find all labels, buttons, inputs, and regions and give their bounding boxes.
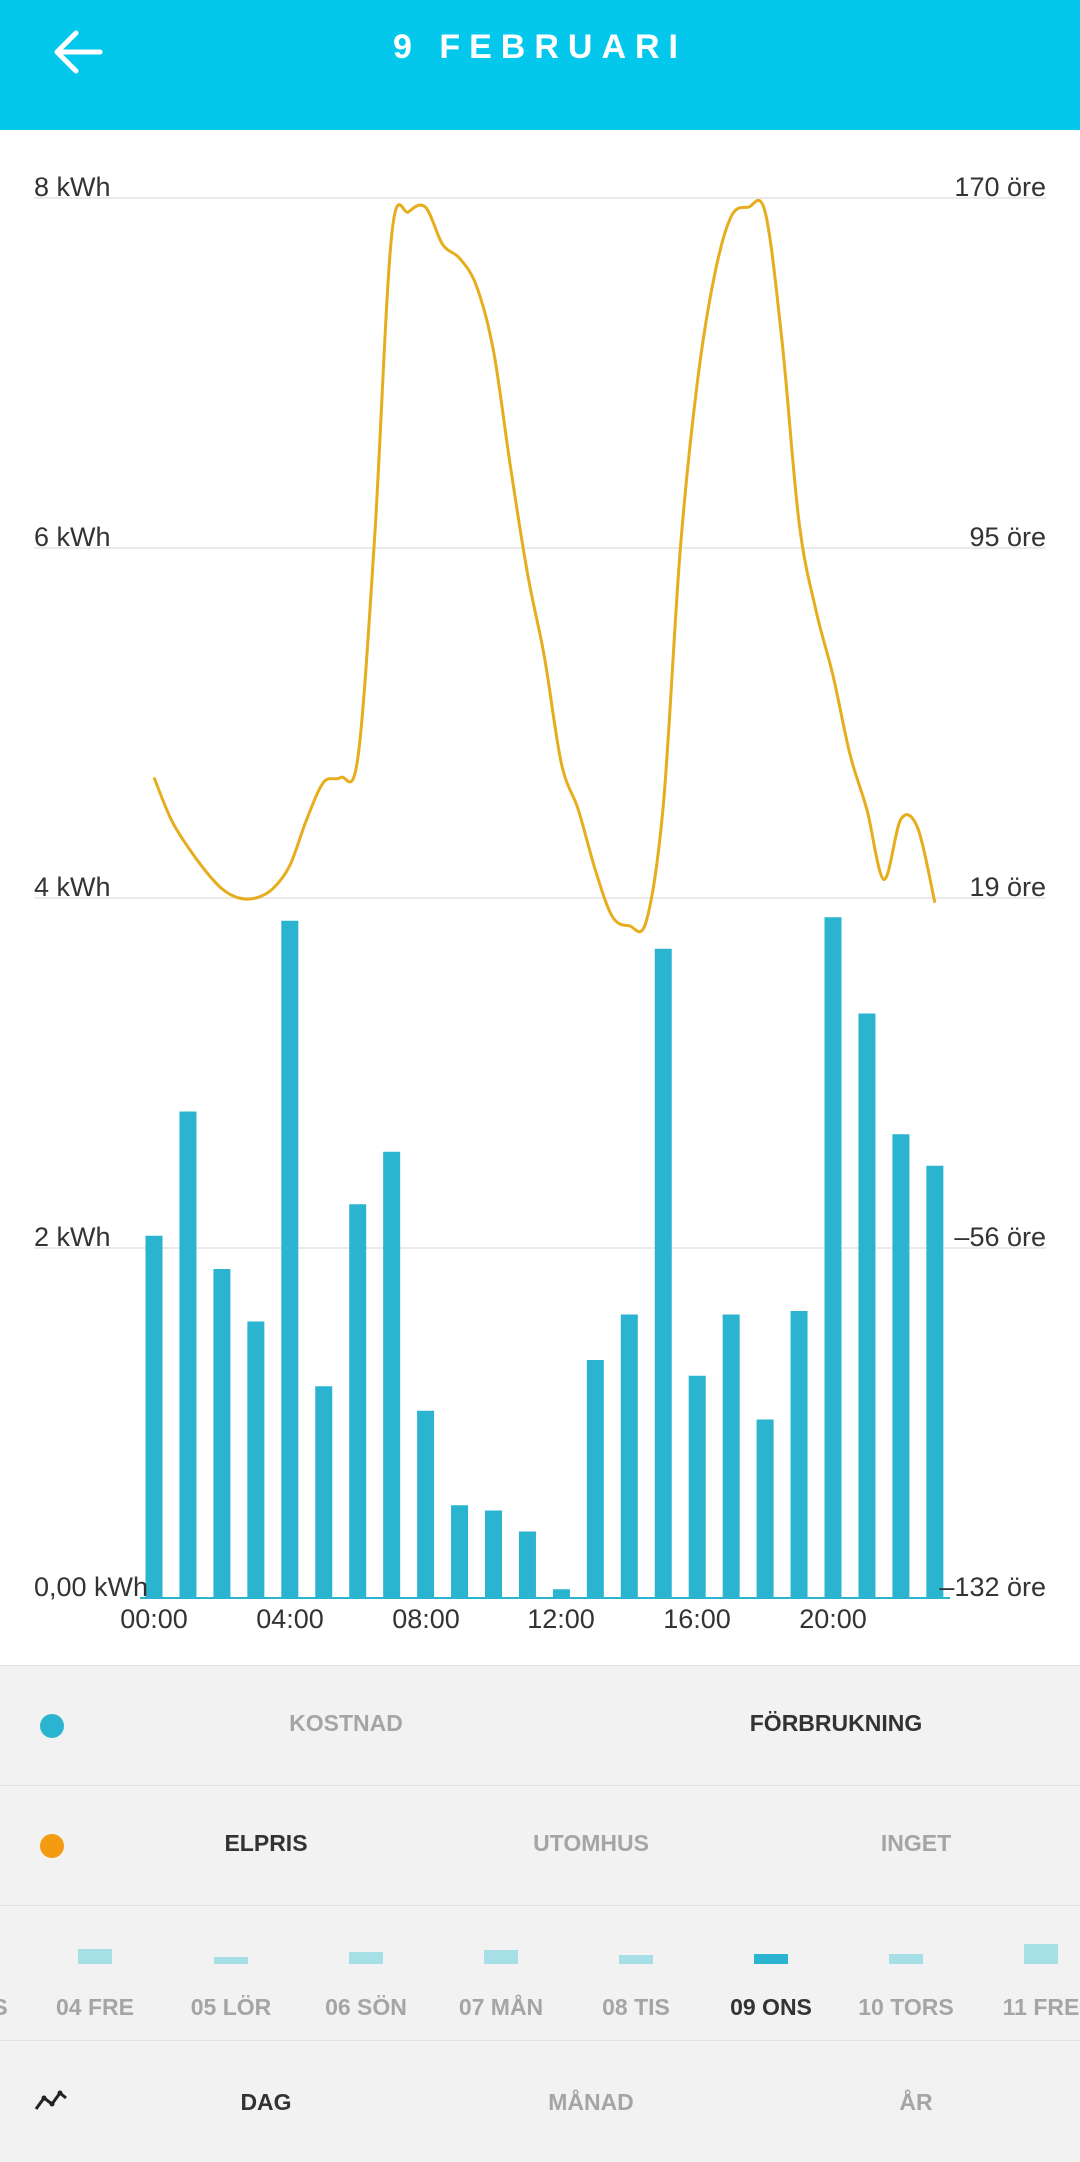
- date-label: 10 TORS: [858, 1994, 954, 2020]
- right-axis-label: –56 öre: [954, 1222, 1046, 1252]
- consumption-bar[interactable]: [145, 1235, 163, 1598]
- left-axis-label: 6 kWh: [34, 522, 111, 552]
- date-label: 05 LÖR: [190, 1994, 272, 2020]
- nav-ar[interactable]: ÅR: [899, 2089, 933, 2115]
- date-item[interactable]: 03 TORS: [0, 1906, 25, 2041]
- date-consumption-bar: [754, 1954, 788, 1964]
- consumption-bar[interactable]: [451, 1505, 469, 1598]
- date-consumption-bar: [214, 1957, 248, 1964]
- x-tick-label: 00:00: [120, 1604, 188, 1634]
- date-item[interactable]: 06 SÖN: [301, 1906, 431, 2041]
- consumption-bar[interactable]: [654, 948, 672, 1598]
- consumption-bar[interactable]: [213, 1269, 231, 1598]
- date-item[interactable]: 11 FRE: [976, 1906, 1080, 2041]
- right-axis-label: –132 öre: [939, 1572, 1046, 1602]
- arrow-left-icon: [54, 30, 103, 74]
- date-item[interactable]: 08 TIS: [571, 1906, 701, 2041]
- page-title: 9 FEBRUARI: [392, 28, 688, 66]
- chart-svg: [34, 197, 1046, 1599]
- consumption-bar[interactable]: [892, 1134, 910, 1598]
- consumption-bar[interactable]: [315, 1386, 333, 1598]
- consumption-bar[interactable]: [518, 1531, 536, 1599]
- left-axis-label: 0,00 kWh: [34, 1572, 149, 1602]
- left-axis-label: 4 kWh: [34, 872, 111, 902]
- energy-chart[interactable]: 8 kWh 6 kWh 4 kWh 2 kWh 0,00 kWh 170 öre…: [0, 130, 1080, 1665]
- consumption-bar[interactable]: [485, 1510, 502, 1599]
- date-item[interactable]: 10 TORS: [841, 1906, 971, 2041]
- consumption-bar[interactable]: [926, 1165, 944, 1598]
- date-consumption-bar: [619, 1955, 653, 1964]
- date-item-selected[interactable]: 09 ONS: [706, 1906, 836, 2041]
- consumption-bar[interactable]: [349, 1204, 367, 1598]
- x-tick-label: 04:00: [256, 1604, 324, 1634]
- line-series-selector: ELPRIS UTOMHUS INGET: [0, 1785, 1080, 1906]
- option-forbrukning[interactable]: FÖRBRUKNING: [749, 1710, 923, 1736]
- date-item[interactable]: 07 MÅN: [436, 1906, 566, 2041]
- option-kostnad[interactable]: KOSTNAD: [289, 1710, 403, 1736]
- consumption-bar[interactable]: [858, 1013, 876, 1599]
- consumption-bar[interactable]: [179, 1111, 197, 1599]
- date-consumption-bar: [889, 1954, 923, 1964]
- back-button[interactable]: [48, 24, 108, 80]
- consumption-bar[interactable]: [281, 920, 299, 1598]
- consumption-bar[interactable]: [620, 1314, 638, 1599]
- option-utomhus[interactable]: UTOMHUS: [533, 1830, 649, 1856]
- consumption-bar[interactable]: [790, 1311, 808, 1598]
- date-consumption-bar: [349, 1952, 383, 1964]
- consumption-bar[interactable]: [383, 1151, 401, 1598]
- consumption-bar[interactable]: [756, 1419, 774, 1599]
- app-header: 9 FEBRUARI: [0, 0, 1080, 130]
- x-tick-label: 12:00: [527, 1604, 595, 1634]
- consumption-bar[interactable]: [417, 1410, 435, 1598]
- nav-dag[interactable]: DAG: [240, 2089, 292, 2115]
- nav-manad[interactable]: MÅNAD: [548, 2089, 634, 2115]
- consumption-bar[interactable]: [586, 1360, 604, 1598]
- price-line: [152, 198, 937, 934]
- series-options: KOSTNAD FÖRBRUKNING ELPRIS UTOMHUS INGET: [0, 1665, 1080, 1905]
- consumption-bar[interactable]: [722, 1314, 740, 1599]
- date-consumption-bar: [1024, 1944, 1058, 1964]
- left-axis-label: 8 kWh: [34, 172, 111, 202]
- consumption-bar[interactable]: [247, 1321, 265, 1599]
- date-label: 09 ONS: [730, 1994, 812, 2020]
- right-axis-label: 95 öre: [969, 522, 1046, 552]
- date-label: 04 FRE: [56, 1994, 134, 2020]
- date-item[interactable]: 04 FRE: [30, 1906, 160, 2041]
- date-label: 03 TORS: [0, 1994, 25, 2021]
- option-inget[interactable]: INGET: [880, 1830, 952, 1856]
- consumption-bar[interactable]: [688, 1375, 706, 1598]
- consumption-bar[interactable]: [824, 917, 842, 1598]
- date-consumption-bar: [484, 1950, 518, 1964]
- line-chart-icon[interactable]: [34, 2089, 68, 2113]
- bar-series-dot: [40, 1714, 64, 1738]
- bar-series-selector: KOSTNAD FÖRBRUKNING: [0, 1665, 1080, 1786]
- x-tick-label: 08:00: [392, 1604, 460, 1634]
- x-tick-label: 16:00: [663, 1604, 731, 1634]
- option-elpris[interactable]: ELPRIS: [224, 1830, 308, 1856]
- line-series-dot: [40, 1834, 64, 1858]
- date-label: 11 FRE: [1002, 1994, 1080, 2020]
- right-axis-label: 19 öre: [969, 872, 1046, 902]
- date-label: 08 TIS: [602, 1994, 670, 2020]
- date-label: 07 MÅN: [458, 1994, 544, 2020]
- date-label: 06 SÖN: [325, 1994, 407, 2020]
- date-consumption-bar: [78, 1949, 112, 1964]
- right-axis-label: 170 öre: [954, 172, 1046, 202]
- date-item[interactable]: 05 LÖR: [166, 1906, 296, 2041]
- date-strip[interactable]: 03 TORS 04 FRE 05 LÖR 06 SÖN 07 MÅN 08 T…: [0, 1905, 1080, 2041]
- consumption-bar[interactable]: [552, 1589, 570, 1598]
- x-tick-label: 20:00: [799, 1604, 867, 1634]
- period-nav: DAG MÅNAD ÅR: [0, 2040, 1080, 2162]
- left-axis-label: 2 kWh: [34, 1222, 111, 1252]
